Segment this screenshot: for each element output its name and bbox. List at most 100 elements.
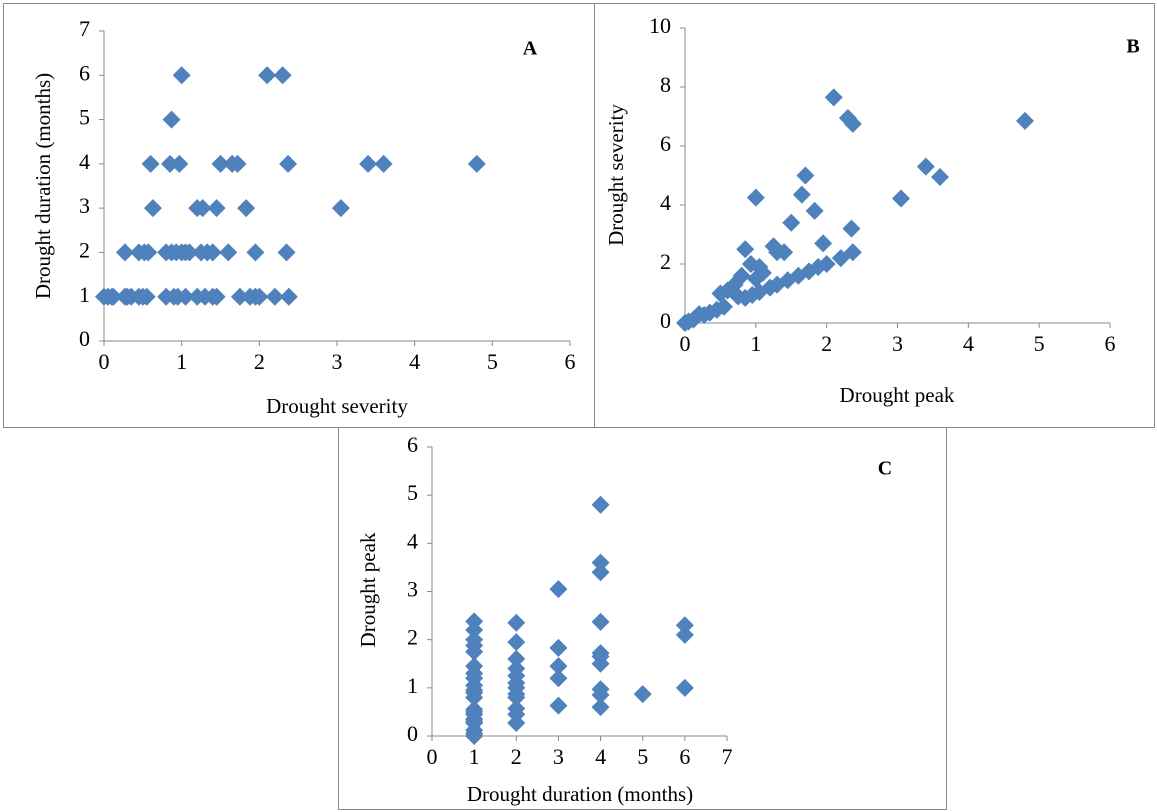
panel-frame bbox=[3, 3, 595, 428]
point bbox=[331, 199, 350, 218]
point bbox=[675, 625, 694, 644]
y-axis-title: Drought duration (months) bbox=[31, 73, 55, 299]
point bbox=[180, 243, 199, 262]
y-tick-label: 0 bbox=[79, 326, 90, 351]
point bbox=[746, 188, 765, 207]
point bbox=[507, 649, 526, 668]
point bbox=[549, 638, 568, 657]
point bbox=[814, 234, 833, 253]
x-axis-title: Drought peak bbox=[840, 383, 955, 407]
point bbox=[591, 563, 610, 582]
point bbox=[736, 240, 755, 259]
point bbox=[675, 678, 694, 697]
x-tick-label: 3 bbox=[892, 331, 903, 356]
point bbox=[279, 154, 298, 173]
point bbox=[1016, 111, 1034, 130]
point bbox=[591, 686, 610, 705]
point bbox=[465, 621, 484, 640]
panel-frame bbox=[338, 427, 947, 810]
point bbox=[237, 199, 256, 218]
point bbox=[279, 287, 298, 306]
y-tick-label: 0 bbox=[407, 721, 418, 746]
point bbox=[143, 199, 162, 218]
point bbox=[549, 580, 568, 599]
point bbox=[549, 657, 568, 676]
x-axis-title: Drought severity bbox=[266, 394, 408, 418]
y-tick-label: 5 bbox=[79, 105, 90, 130]
point bbox=[277, 243, 296, 262]
point bbox=[843, 114, 862, 133]
point bbox=[139, 243, 158, 262]
point bbox=[549, 669, 568, 688]
point bbox=[172, 66, 191, 85]
point bbox=[250, 287, 269, 306]
point bbox=[782, 213, 801, 232]
point bbox=[675, 616, 694, 635]
point bbox=[824, 88, 843, 107]
point bbox=[796, 166, 815, 185]
y-tick-label: 6 bbox=[660, 131, 671, 156]
point bbox=[162, 110, 181, 129]
point bbox=[591, 698, 610, 717]
y-tick-label: 1 bbox=[79, 282, 90, 307]
point bbox=[931, 167, 949, 186]
x-tick-label: 0 bbox=[680, 331, 691, 356]
point bbox=[775, 243, 794, 262]
point bbox=[507, 633, 526, 652]
point bbox=[843, 243, 862, 262]
y-tick-label: 2 bbox=[407, 625, 418, 650]
point bbox=[176, 287, 195, 306]
x-tick-label: 1 bbox=[469, 744, 480, 769]
y-tick-label: 10 bbox=[649, 13, 671, 38]
x-tick-label: 7 bbox=[722, 744, 733, 769]
x-tick-label: 1 bbox=[176, 349, 187, 374]
point bbox=[842, 219, 861, 238]
point bbox=[193, 199, 212, 218]
x-tick-label: 5 bbox=[487, 349, 498, 374]
y-tick-label: 3 bbox=[79, 193, 90, 218]
point bbox=[746, 269, 765, 288]
panel-label: C bbox=[878, 458, 892, 480]
point bbox=[591, 654, 610, 673]
y-tick-label: 4 bbox=[660, 190, 671, 215]
x-tick-label: 6 bbox=[679, 744, 690, 769]
x-tick-label: 2 bbox=[511, 744, 522, 769]
panel-label: B bbox=[1126, 36, 1139, 58]
y-tick-label: 4 bbox=[407, 528, 418, 553]
y-tick-label: 0 bbox=[660, 308, 671, 333]
y-tick-label: 3 bbox=[407, 577, 418, 602]
point bbox=[359, 154, 378, 173]
y-axis-title: Drought severity bbox=[604, 104, 628, 246]
y-axis-title: Drought peak bbox=[356, 532, 380, 647]
y-tick-label: 6 bbox=[79, 60, 90, 85]
point bbox=[465, 688, 484, 707]
point bbox=[211, 154, 230, 173]
point bbox=[805, 201, 824, 220]
y-tick-label: 7 bbox=[79, 16, 90, 41]
x-axis-title: Drought duration (months) bbox=[467, 782, 693, 806]
point bbox=[104, 287, 123, 306]
point bbox=[831, 249, 850, 268]
x-tick-label: 0 bbox=[99, 349, 110, 374]
point bbox=[465, 642, 484, 661]
panel-frame bbox=[594, 3, 1155, 428]
point bbox=[465, 727, 484, 745]
point bbox=[467, 154, 486, 173]
point bbox=[219, 243, 238, 262]
y-tick-label: 8 bbox=[660, 72, 671, 97]
point bbox=[203, 243, 222, 262]
point bbox=[549, 696, 568, 715]
point bbox=[591, 612, 610, 631]
point bbox=[711, 284, 730, 303]
x-tick-label: 2 bbox=[254, 349, 265, 374]
point bbox=[792, 185, 811, 204]
x-tick-label: 6 bbox=[1105, 331, 1116, 356]
y-tick-label: 2 bbox=[79, 237, 90, 262]
panel-label: A bbox=[523, 38, 538, 60]
point bbox=[591, 495, 610, 514]
x-tick-label: 4 bbox=[409, 349, 420, 374]
x-tick-label: 3 bbox=[553, 744, 564, 769]
point bbox=[507, 713, 526, 732]
